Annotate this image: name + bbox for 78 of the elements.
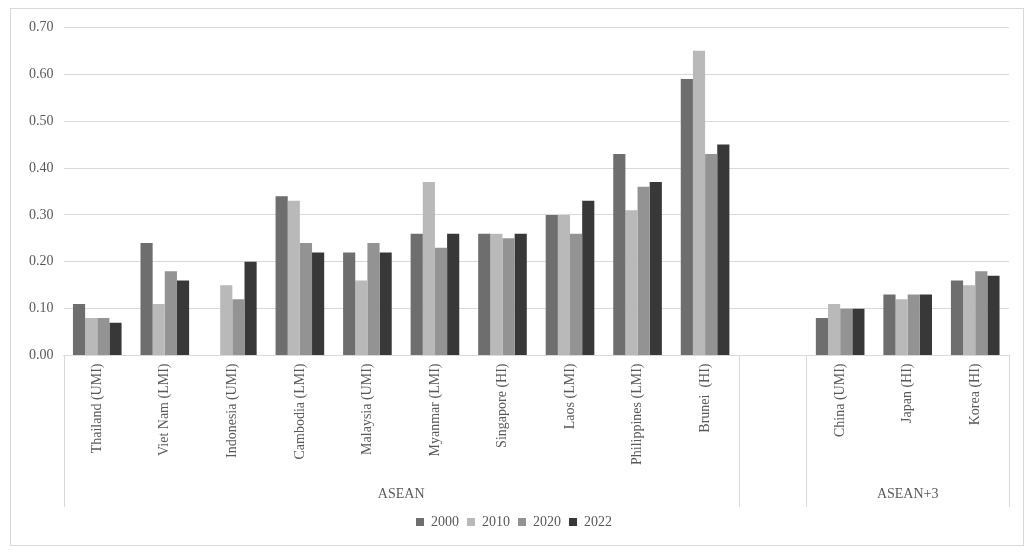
bar bbox=[244, 261, 257, 356]
bar bbox=[514, 233, 527, 356]
bar bbox=[625, 210, 638, 356]
x-tick-label: Indonesia (UMI) bbox=[224, 363, 241, 458]
bar bbox=[164, 271, 177, 356]
bar bbox=[275, 196, 288, 356]
bar bbox=[717, 144, 730, 356]
bar bbox=[919, 294, 933, 356]
bar bbox=[963, 285, 976, 356]
bar bbox=[950, 280, 964, 356]
text: ASEAN bbox=[377, 485, 425, 501]
bar bbox=[85, 318, 98, 356]
x-tick-label: Philippines (LMI) bbox=[629, 363, 646, 466]
bar bbox=[379, 252, 392, 356]
y-tick-label: 0.30 bbox=[29, 206, 54, 222]
x-tick-label: Singapore (HI) bbox=[494, 363, 511, 448]
text: ASEAN+3 bbox=[876, 485, 939, 501]
y-tick-label: 0.60 bbox=[29, 65, 54, 81]
bar bbox=[72, 303, 86, 356]
bar bbox=[109, 322, 122, 356]
bar bbox=[490, 233, 503, 356]
bar bbox=[299, 243, 313, 356]
bar bbox=[97, 318, 110, 356]
bar bbox=[343, 252, 356, 356]
bar bbox=[232, 299, 245, 356]
bar bbox=[828, 303, 841, 356]
x-tick-label: Cambodia (LMI) bbox=[291, 363, 308, 460]
x-tick-label: Malaysia (UMI) bbox=[359, 363, 376, 455]
bar bbox=[557, 214, 571, 356]
bar bbox=[355, 280, 368, 356]
x-tick-label: Viet Nam (LMI) bbox=[156, 363, 173, 456]
bar bbox=[883, 294, 896, 356]
y-tick-label: 0.00 bbox=[29, 347, 54, 363]
bar bbox=[410, 233, 423, 356]
bar bbox=[907, 294, 920, 356]
bar bbox=[478, 233, 491, 356]
bar bbox=[692, 50, 706, 356]
bar bbox=[447, 233, 460, 356]
y-tick-label: 0.20 bbox=[29, 253, 54, 269]
legend-label: 2020 bbox=[533, 513, 561, 529]
bar bbox=[140, 243, 153, 356]
bar bbox=[987, 275, 1000, 356]
bar bbox=[502, 238, 515, 356]
bar bbox=[545, 214, 558, 356]
bar bbox=[815, 318, 828, 356]
bar bbox=[287, 200, 300, 356]
bar bbox=[975, 271, 988, 356]
bar bbox=[176, 280, 190, 356]
y-tick-label: 0.40 bbox=[29, 159, 54, 175]
bar bbox=[434, 247, 448, 356]
x-tick-label: Myanmar (LMI) bbox=[426, 363, 443, 457]
x-tick-label: Laos (LMI) bbox=[561, 363, 578, 430]
bar bbox=[582, 200, 595, 356]
bar bbox=[637, 186, 650, 356]
x-tick-label: China (UMI) bbox=[831, 363, 848, 438]
x-tick-label: Korea (HI) bbox=[966, 363, 983, 426]
bar bbox=[367, 243, 380, 356]
bar bbox=[840, 308, 853, 356]
bar bbox=[613, 153, 626, 356]
bar bbox=[312, 252, 325, 356]
bar bbox=[570, 233, 583, 356]
x-tick-label: Japan (HI) bbox=[899, 363, 916, 423]
bar bbox=[852, 308, 865, 356]
legend-label: 2000 bbox=[431, 513, 459, 529]
x-tick-label: Thailand (UMI) bbox=[88, 363, 105, 454]
bar bbox=[422, 182, 435, 356]
bar bbox=[152, 303, 165, 356]
y-tick-label: 0.10 bbox=[29, 300, 54, 316]
bar bbox=[220, 285, 233, 356]
bar bbox=[705, 153, 718, 356]
bar bbox=[649, 182, 662, 356]
legend-label: 2010 bbox=[482, 513, 510, 529]
bar bbox=[895, 299, 908, 356]
x-tick-label: Brunei (HI) bbox=[696, 363, 713, 433]
y-tick-label: 0.50 bbox=[29, 112, 54, 128]
y-tick-label: 0.70 bbox=[29, 19, 54, 35]
legend-label: 2022 bbox=[584, 513, 612, 529]
bar bbox=[680, 78, 693, 356]
